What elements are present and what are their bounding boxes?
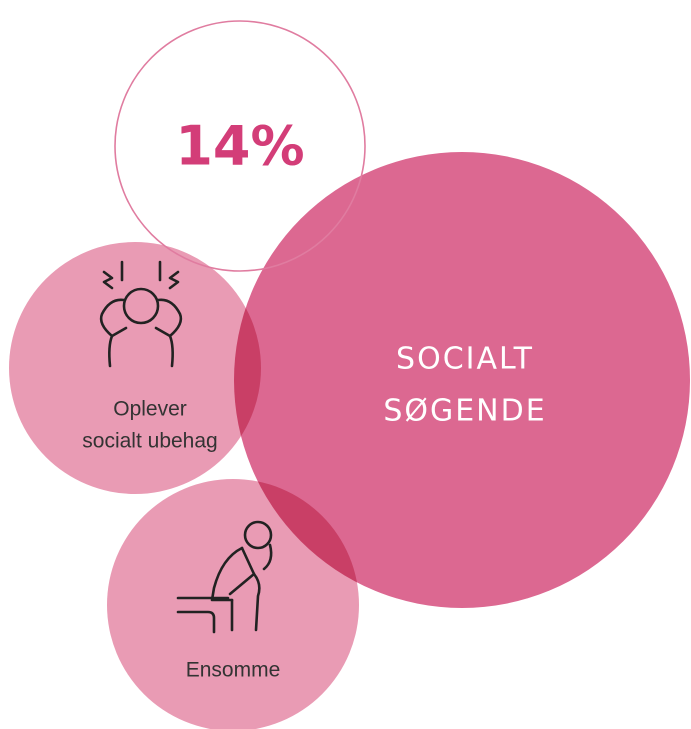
group-label: socialt ubehag bbox=[82, 430, 217, 453]
lonely-icon bbox=[176, 520, 273, 634]
stress-icon bbox=[99, 260, 183, 368]
circles bbox=[9, 20, 690, 729]
main-circle bbox=[234, 152, 690, 608]
main-label: SOCIALT bbox=[396, 342, 534, 377]
stat-value: 14% bbox=[175, 115, 304, 178]
main-label: SØGENDE bbox=[383, 394, 546, 429]
stat-circle bbox=[114, 20, 366, 272]
group-label: Oplever bbox=[113, 398, 187, 421]
group-label: Ensomme bbox=[186, 659, 281, 682]
group-circle bbox=[9, 242, 261, 494]
